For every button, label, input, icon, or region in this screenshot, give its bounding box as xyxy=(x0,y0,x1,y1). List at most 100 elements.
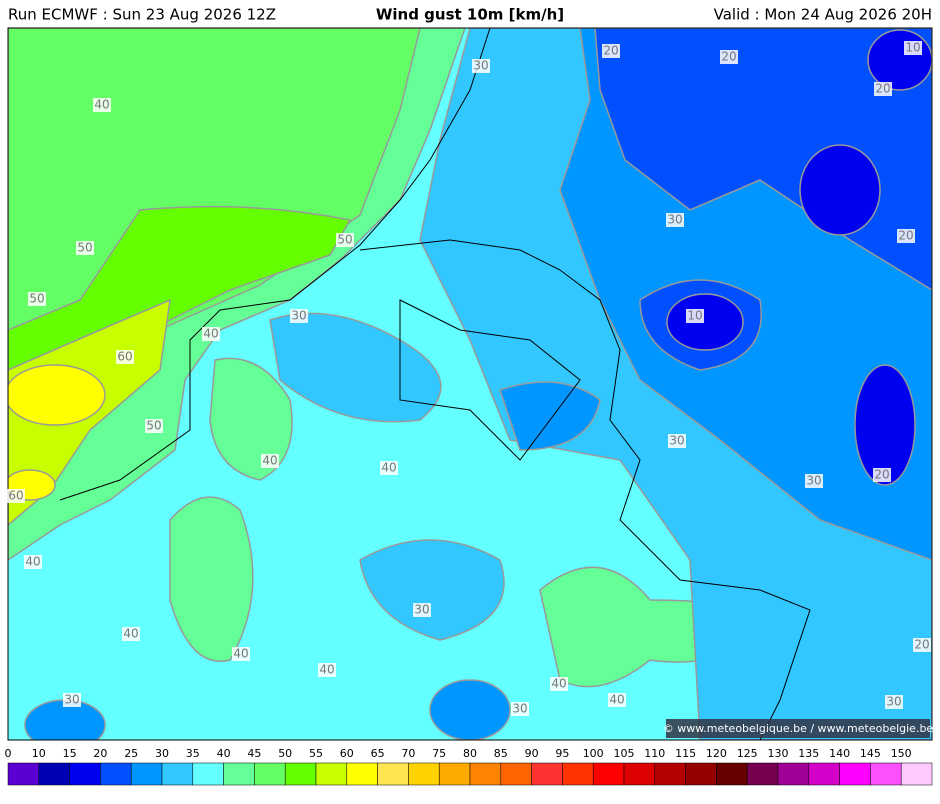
contour-label-bg xyxy=(874,82,892,96)
contour-label-bg xyxy=(145,419,163,433)
colorbar-cell xyxy=(377,762,409,786)
contour-label-bg xyxy=(76,241,94,255)
contour-label: 40 xyxy=(551,677,566,691)
colorbar-cell xyxy=(623,762,656,786)
colorbar-label: 70 xyxy=(401,747,415,760)
colorbar-cell xyxy=(654,762,686,786)
contour-label-bg xyxy=(318,663,336,677)
colorbar-cell xyxy=(469,762,502,786)
contour-label-bg xyxy=(608,693,626,707)
contour-label-bg xyxy=(380,461,398,475)
contour-label-bg xyxy=(885,695,903,709)
colorbar-cell xyxy=(100,762,132,786)
contour-label-bg xyxy=(720,50,738,64)
contour-label: 30 xyxy=(64,693,79,707)
contour-label-bg xyxy=(7,489,25,503)
colorbar-cell xyxy=(223,762,255,786)
contour-label-bg xyxy=(550,677,568,691)
contour-label-bg xyxy=(913,638,931,652)
colorbar-label: 80 xyxy=(463,747,477,760)
valid-info: Valid : Mon 24 Aug 2026 20H xyxy=(714,6,932,24)
contour-label: 10 xyxy=(905,41,920,55)
colorbar-label: 95 xyxy=(555,747,569,760)
colorbar-label: 45 xyxy=(247,747,261,760)
colorbar-label: 30 xyxy=(155,747,169,760)
contour-label-bg xyxy=(873,468,891,482)
colorbar-label: 75 xyxy=(432,747,446,760)
colorbar-label: 10 xyxy=(32,747,46,760)
contour-label-bg xyxy=(202,327,220,341)
contour-label: 20 xyxy=(721,50,736,64)
map-title: Wind gust 10m [km/h] xyxy=(376,6,564,24)
colorbar-cell xyxy=(870,762,902,786)
colorbar-cell xyxy=(716,762,748,786)
colorbar-cell xyxy=(839,762,871,786)
contour-label: 20 xyxy=(875,82,890,96)
colorbar-label: 20 xyxy=(93,747,107,760)
colorbar-cell xyxy=(900,762,933,786)
colorbar-label: 115 xyxy=(675,747,696,760)
run-info: Run ECMWF : Sun 23 Aug 2026 12Z xyxy=(8,6,276,24)
colorbar-cell xyxy=(592,762,625,786)
contour-label-bg xyxy=(511,702,529,716)
contour-label-bg xyxy=(290,309,308,323)
contour-label: 30 xyxy=(473,59,488,73)
colorbar-cell xyxy=(685,762,717,786)
colorbar-cell xyxy=(130,762,163,786)
contour-label-bg xyxy=(472,59,490,73)
contour-label: 30 xyxy=(886,695,901,709)
colorbar-cell xyxy=(438,762,471,786)
colorbar-label: 125 xyxy=(737,747,758,760)
colorbar-label: 85 xyxy=(494,747,508,760)
contour-label: 20 xyxy=(914,638,929,652)
contour-label-bg xyxy=(116,350,134,364)
contour-label: 50 xyxy=(77,241,92,255)
contour-label: 30 xyxy=(806,474,821,488)
colorbar-label: 110 xyxy=(644,747,665,760)
colorbar-cell xyxy=(7,762,40,786)
colorbar-label: 130 xyxy=(768,747,789,760)
contour-label-bg xyxy=(93,98,111,112)
contour-label: 50 xyxy=(337,233,352,247)
contour-label-bg xyxy=(28,292,46,306)
map-frame xyxy=(7,27,933,741)
contour-label-bg xyxy=(261,454,279,468)
colorbar-label: 135 xyxy=(798,747,819,760)
colorbar-label: 40 xyxy=(217,747,231,760)
colorbar-cell xyxy=(408,762,440,786)
contour-label: 40 xyxy=(25,555,40,569)
contour-label-bg xyxy=(24,555,42,569)
colorbar-label: 60 xyxy=(340,747,354,760)
contour-label: 40 xyxy=(262,454,277,468)
contour-label: 30 xyxy=(291,309,306,323)
contour-label: 50 xyxy=(146,419,161,433)
colorbar-label: 65 xyxy=(371,747,385,760)
contour-label-bg xyxy=(666,213,684,227)
colorbar-label: 105 xyxy=(614,747,635,760)
colorbar-label: 140 xyxy=(829,747,850,760)
colorbar-cell xyxy=(500,762,532,786)
contour-label-bg xyxy=(897,229,915,243)
colorbar-cell xyxy=(562,762,594,786)
colorbar-cell xyxy=(284,762,317,786)
contour-label: 20 xyxy=(898,229,913,243)
colorbar-label: 25 xyxy=(124,747,138,760)
contour-label: 40 xyxy=(233,647,248,661)
colorbar-cell xyxy=(161,762,194,786)
colorbar-label: 100 xyxy=(583,747,604,760)
colorbar-cell xyxy=(346,762,378,786)
contour-label: 30 xyxy=(512,702,527,716)
colorbar-label: 145 xyxy=(860,747,881,760)
contour-label: 40 xyxy=(319,663,334,677)
contour-label: 60 xyxy=(117,350,132,364)
contour-label: 30 xyxy=(414,603,429,617)
colorbar-cell xyxy=(808,762,840,786)
colorbar-label: 150 xyxy=(891,747,912,760)
colorbar-label: 15 xyxy=(63,747,77,760)
contour-label-bg xyxy=(336,233,354,247)
contour-label-bg xyxy=(686,309,704,323)
contour-label-bg xyxy=(122,627,140,641)
contour-label: 10 xyxy=(687,309,702,323)
contour-label: 40 xyxy=(381,461,396,475)
